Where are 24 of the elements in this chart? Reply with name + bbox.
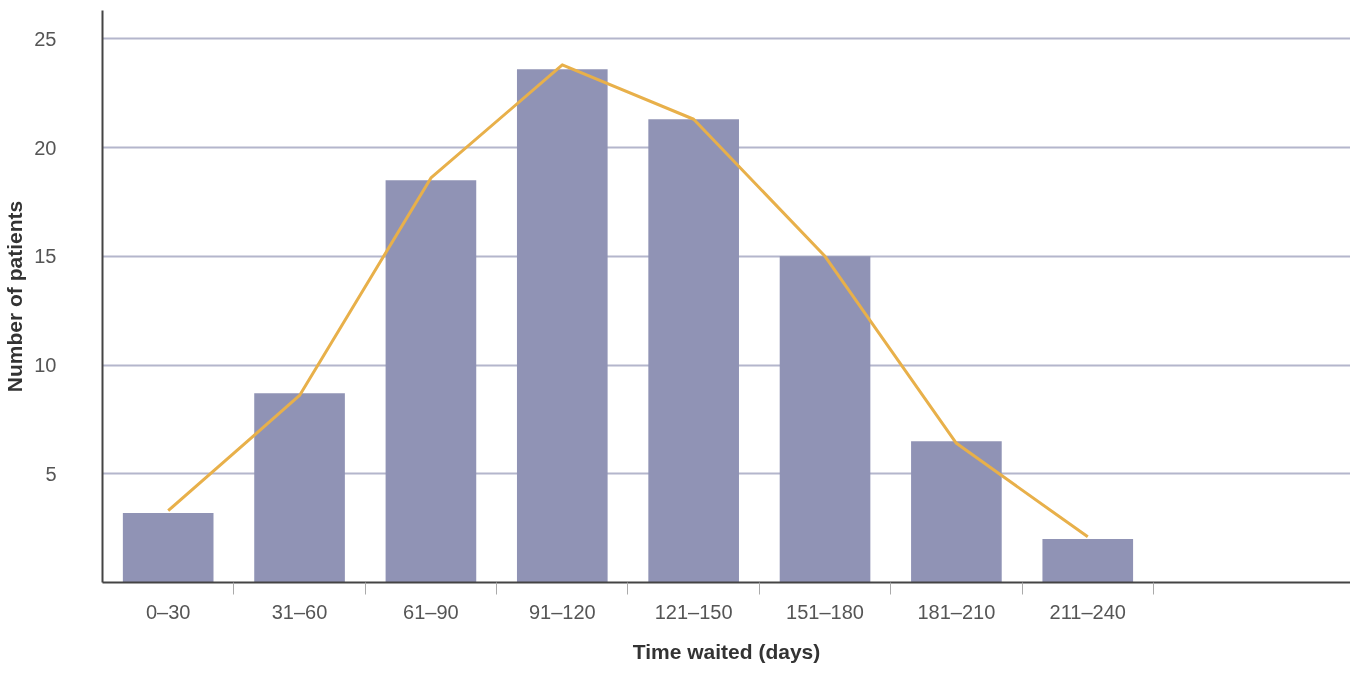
y-tick-label: 25 xyxy=(34,27,57,50)
y-tick-label: 10 xyxy=(34,354,57,377)
x-tick-label: 211–240 xyxy=(1049,600,1126,623)
bar xyxy=(254,393,345,583)
bar xyxy=(122,512,214,583)
bar xyxy=(648,119,739,583)
bar xyxy=(779,256,871,583)
y-axis-title: Number of patients xyxy=(3,200,27,393)
x-tick-label: 121–150 xyxy=(654,600,733,623)
y-tick-label: 15 xyxy=(34,245,57,268)
x-tick-label: 91–120 xyxy=(528,600,596,623)
x-tick-label: 61–90 xyxy=(403,600,459,623)
bar xyxy=(516,69,608,583)
x-axis-title: Time waited (days) xyxy=(632,639,821,663)
line-series xyxy=(166,63,1090,539)
y-tick-label: 20 xyxy=(34,136,57,159)
y-tick-label: 5 xyxy=(45,462,57,485)
x-tick-label: 151–180 xyxy=(786,600,864,623)
bar xyxy=(385,180,477,583)
bar xyxy=(911,441,1002,583)
x-tick-label: 0–30 xyxy=(145,600,191,623)
x-tick-label: 181–210 xyxy=(917,600,996,623)
x-tick-label: 31–60 xyxy=(271,600,328,623)
bar xyxy=(1042,539,1134,583)
